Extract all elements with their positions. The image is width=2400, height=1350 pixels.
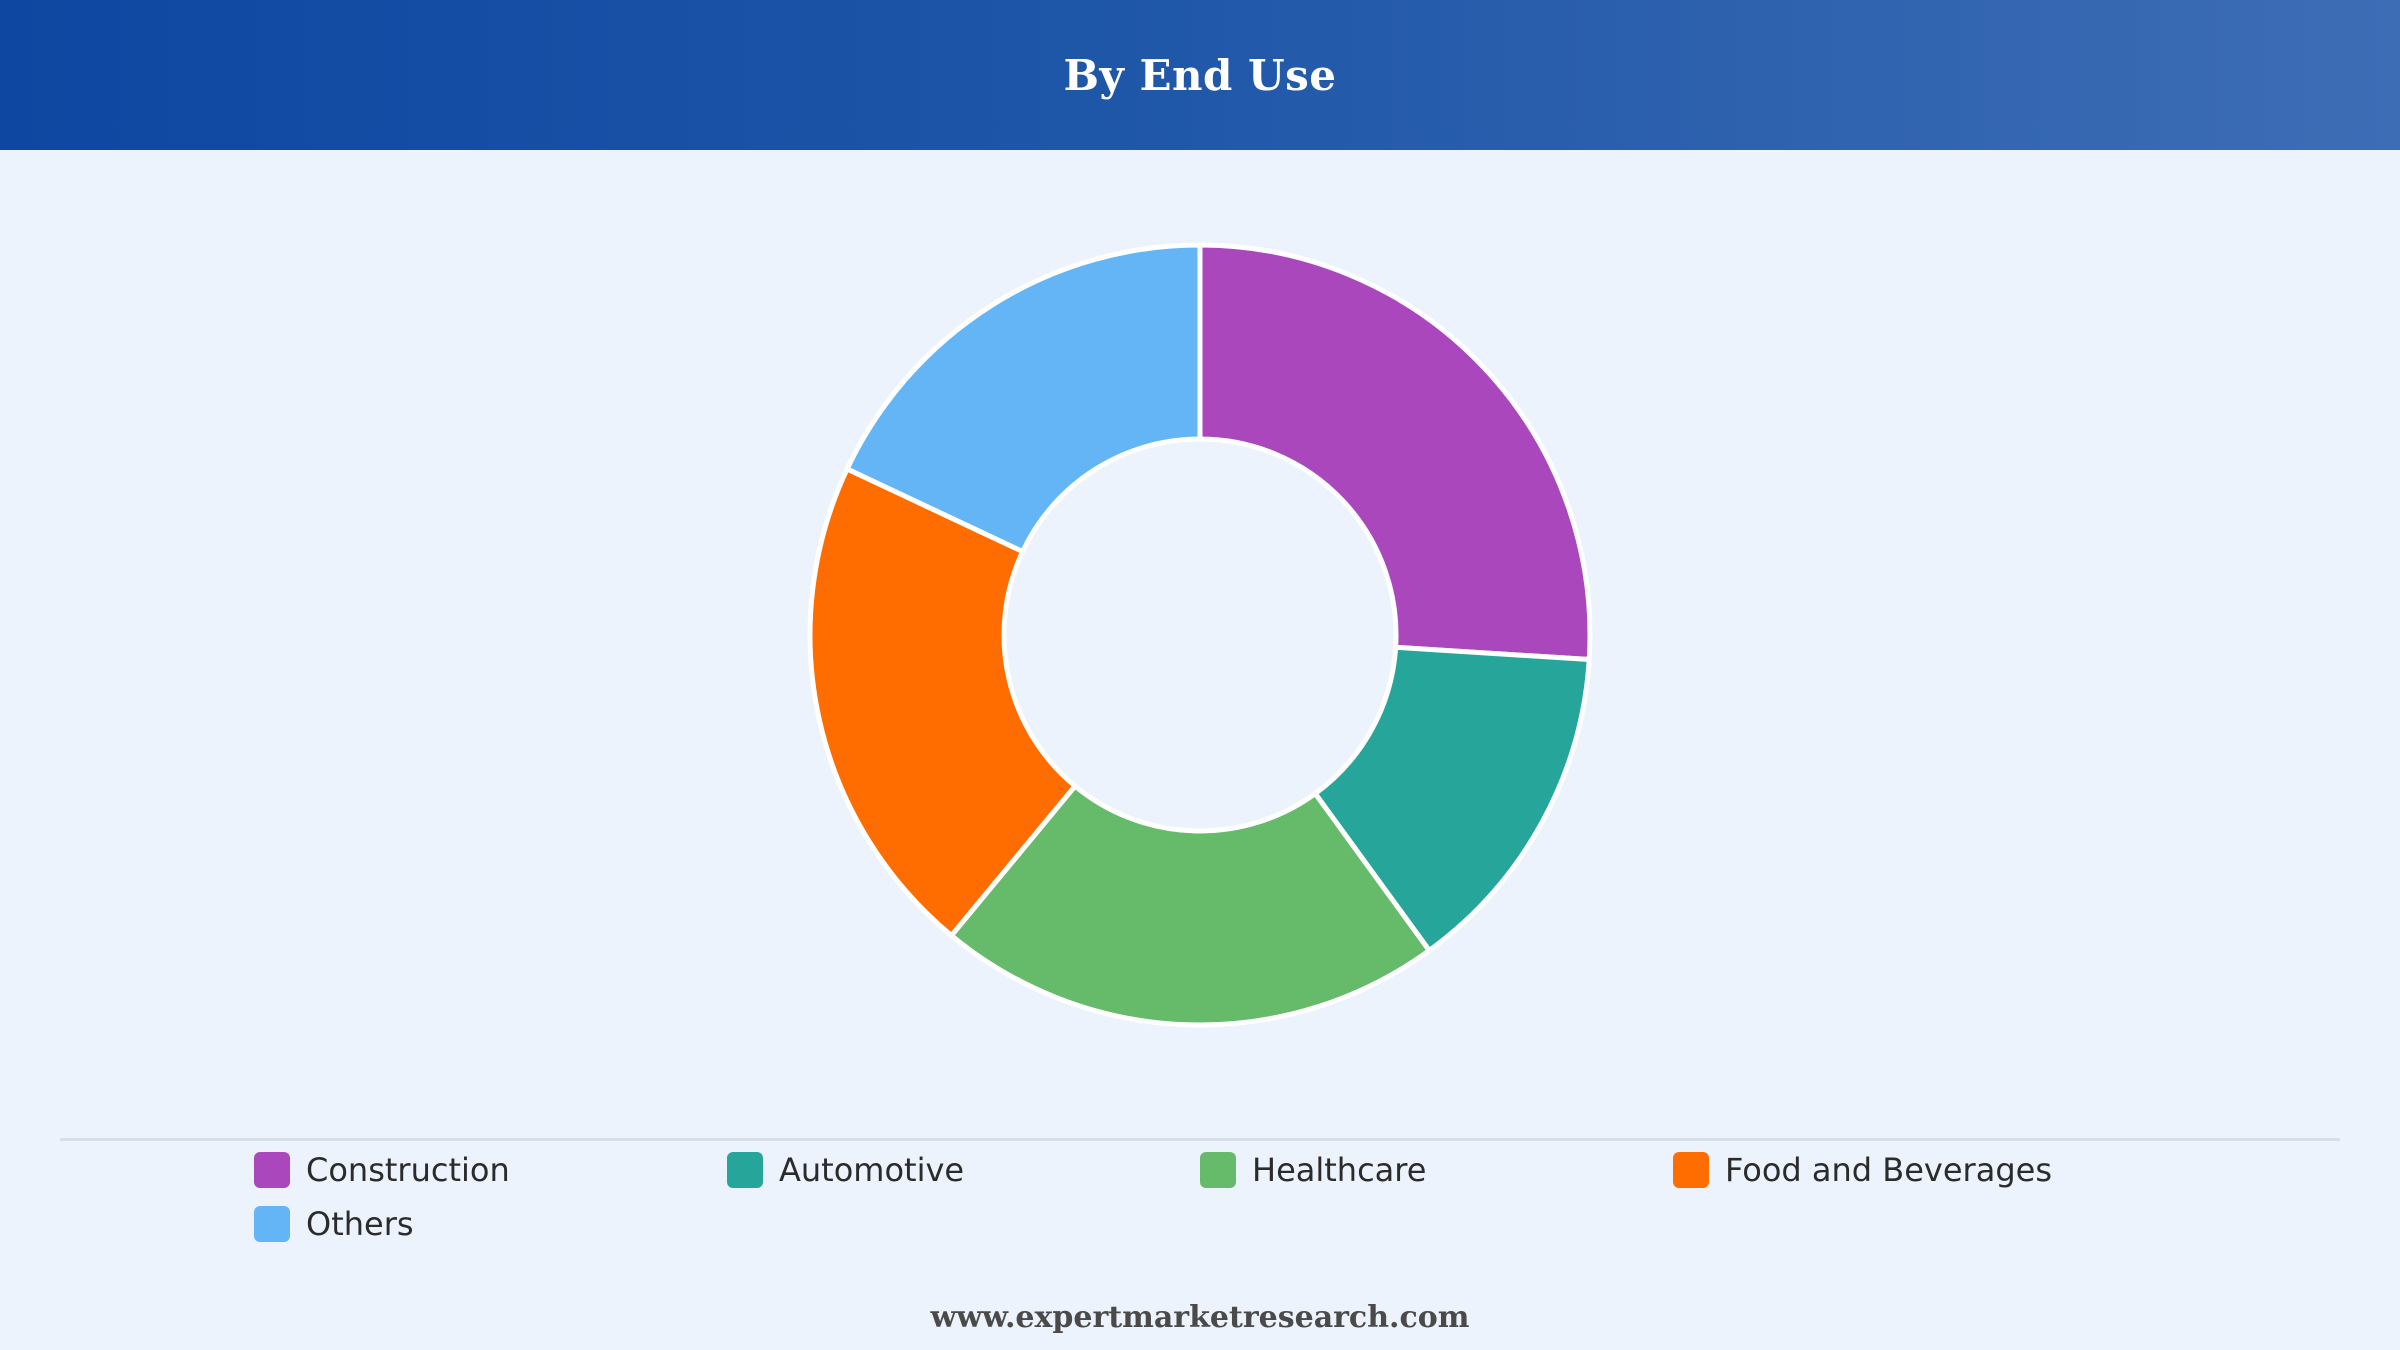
legend-label: Food and Beverages — [1725, 1151, 2052, 1189]
legend-swatch — [1673, 1152, 1709, 1188]
legend-label: Automotive — [779, 1151, 965, 1189]
legend-swatch — [254, 1152, 290, 1188]
legend-item-healthcare[interactable]: Healthcare — [1200, 1151, 1673, 1189]
donut-chart — [807, 242, 1593, 1028]
chart-legend: Construction Automotive Healthcare Food and… — [254, 1151, 2154, 1243]
legend-item-automotive[interactable]: Automotive — [727, 1151, 1200, 1189]
chart-title: By End Use — [1063, 50, 1337, 100]
chart-header: By End Use — [0, 0, 2400, 150]
legend-label: Healthcare — [1252, 1151, 1427, 1189]
chart-area — [0, 150, 2400, 1140]
legend-label: Construction — [306, 1151, 510, 1189]
slice-automotive[interactable] — [1312, 644, 1592, 954]
legend-item-others[interactable]: Others — [254, 1205, 727, 1243]
slice-healthcare[interactable] — [948, 783, 1432, 1028]
legend-swatch — [1200, 1152, 1236, 1188]
legend-item-food-and-beverages[interactable]: Food and Beverages — [1673, 1151, 2146, 1189]
legend-swatch — [254, 1206, 290, 1242]
legend-divider — [60, 1138, 2340, 1141]
legend-label: Others — [306, 1205, 414, 1243]
slice-others[interactable] — [844, 242, 1203, 555]
source-url: www.expertmarketresearch.com — [930, 1300, 1470, 1335]
legend-swatch — [727, 1152, 763, 1188]
slice-food-and-beverages[interactable] — [807, 466, 1078, 938]
slice-construction[interactable] — [1197, 242, 1593, 662]
legend-item-construction[interactable]: Construction — [254, 1151, 727, 1189]
